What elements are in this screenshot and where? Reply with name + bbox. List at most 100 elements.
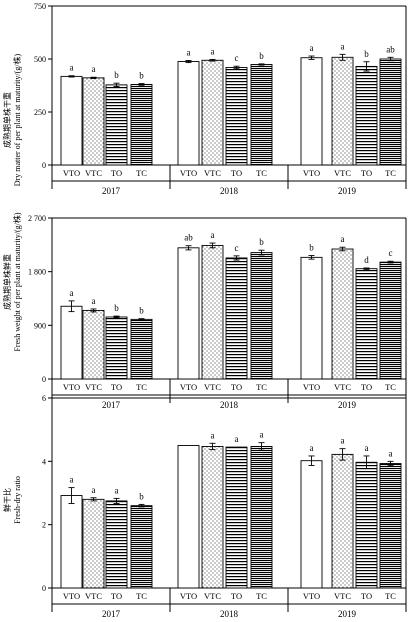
year-label: 2017 xyxy=(102,400,121,410)
x-tick-label: VTC xyxy=(334,168,351,178)
x-tick-label: VTO xyxy=(180,382,197,392)
y-axis-title-cn: 成熟期单株干重 xyxy=(2,92,12,148)
significance-letter: a xyxy=(341,41,345,51)
x-tick-label: TC xyxy=(256,168,267,178)
x-tick-label: TO xyxy=(231,591,242,601)
bar xyxy=(82,498,105,589)
x-tick-label: VTC xyxy=(85,591,102,601)
bar xyxy=(300,460,323,589)
x-tick-label: TC xyxy=(136,168,147,178)
y-tick-label: 0 xyxy=(42,161,46,170)
x-tick-label: VTO xyxy=(180,591,197,601)
y-tick-label: 2 xyxy=(42,521,46,530)
x-tick-label: VTO xyxy=(303,382,320,392)
y-tick-label: 900 xyxy=(34,321,46,330)
bar xyxy=(130,318,153,380)
significance-letter: b xyxy=(114,70,119,80)
year-label: 2017 xyxy=(102,186,121,196)
bar xyxy=(355,268,378,380)
y-tick-label: 1 800 xyxy=(28,268,46,277)
x-tick-label: TO xyxy=(231,382,242,392)
bar xyxy=(250,252,273,380)
y-axis-title-cn: 鲜干比 xyxy=(2,488,12,512)
bar xyxy=(82,309,105,380)
bar xyxy=(331,248,354,380)
significance-letter: a xyxy=(187,47,191,57)
x-tick-label: TO xyxy=(231,168,242,178)
x-tick-label: VTO xyxy=(63,591,80,601)
x-tick-label: VTC xyxy=(85,168,102,178)
y-tick-label: 4 xyxy=(42,457,46,466)
bar xyxy=(60,75,83,166)
year-label: 2018 xyxy=(220,400,239,410)
significance-letter: d xyxy=(364,255,369,265)
x-tick-label: VTO xyxy=(63,168,80,178)
x-tick-label: TO xyxy=(361,168,372,178)
bar xyxy=(201,59,224,166)
significance-letter: b xyxy=(139,71,144,81)
y-axis-title: Fresh-dry ratio xyxy=(13,476,22,524)
bar xyxy=(225,446,248,589)
significance-letter: a xyxy=(341,234,345,244)
significance-letter: c xyxy=(235,53,239,63)
y-tick-label: 0 xyxy=(42,584,46,593)
significance-letter: a xyxy=(211,430,215,440)
bar xyxy=(60,495,83,589)
significance-letter: c xyxy=(235,243,239,253)
y-axis-title: Fresh weight of per plant at maturity/(g… xyxy=(12,212,22,351)
year-label: 2018 xyxy=(220,186,239,196)
bar xyxy=(355,65,378,166)
y-tick-label: 2 700 xyxy=(28,214,46,223)
x-tick-label: TC xyxy=(385,168,396,178)
y-tick-label: 250 xyxy=(34,108,46,117)
bar xyxy=(331,453,354,589)
bar xyxy=(177,445,200,589)
significance-letter: b xyxy=(259,237,264,247)
year-label: 2019 xyxy=(338,186,357,196)
x-tick-label: TO xyxy=(361,382,372,392)
bar xyxy=(201,446,224,589)
significance-letter: a xyxy=(310,43,314,53)
significance-letter: a xyxy=(341,436,345,446)
y-axis-title-cn: 成熟期单株鲜重 xyxy=(2,254,12,310)
bar xyxy=(105,500,128,589)
bar xyxy=(379,261,402,380)
significance-letter: b xyxy=(139,306,144,316)
bar xyxy=(201,244,224,380)
significance-letter: a xyxy=(70,475,74,485)
x-tick-label: TC xyxy=(385,591,396,601)
x-tick-label: TC xyxy=(136,591,147,601)
significance-letter: a xyxy=(70,63,74,73)
significance-letter: a xyxy=(211,46,215,56)
significance-letter: a xyxy=(310,443,314,453)
bar xyxy=(105,316,128,380)
x-tick-label: VTC xyxy=(204,382,221,392)
y-tick-label: 500 xyxy=(34,55,46,64)
bar xyxy=(105,84,128,166)
significance-letter: a xyxy=(115,485,119,495)
x-tick-label: TC xyxy=(256,591,267,601)
significance-letter: a xyxy=(389,448,393,458)
x-tick-label: TO xyxy=(111,591,122,601)
significance-letter: b xyxy=(259,51,264,61)
x-tick-label: VTO xyxy=(180,168,197,178)
x-tick-label: TC xyxy=(385,382,396,392)
x-tick-label: VTC xyxy=(85,382,102,392)
significance-letter: b xyxy=(139,491,144,501)
year-label: 2018 xyxy=(220,609,239,617)
bar xyxy=(82,77,105,166)
bar xyxy=(225,257,248,380)
bar xyxy=(379,463,402,589)
significance-letter: a xyxy=(260,430,264,440)
significance-letter: a xyxy=(211,230,215,240)
bar xyxy=(379,58,402,166)
bar xyxy=(130,505,153,589)
significance-letter: ab xyxy=(184,233,193,243)
x-tick-label: VTC xyxy=(334,591,351,601)
bar xyxy=(250,64,273,166)
year-label: 2019 xyxy=(338,400,357,410)
significance-letter: b xyxy=(364,49,369,59)
bar xyxy=(225,67,248,166)
bar xyxy=(300,256,323,380)
